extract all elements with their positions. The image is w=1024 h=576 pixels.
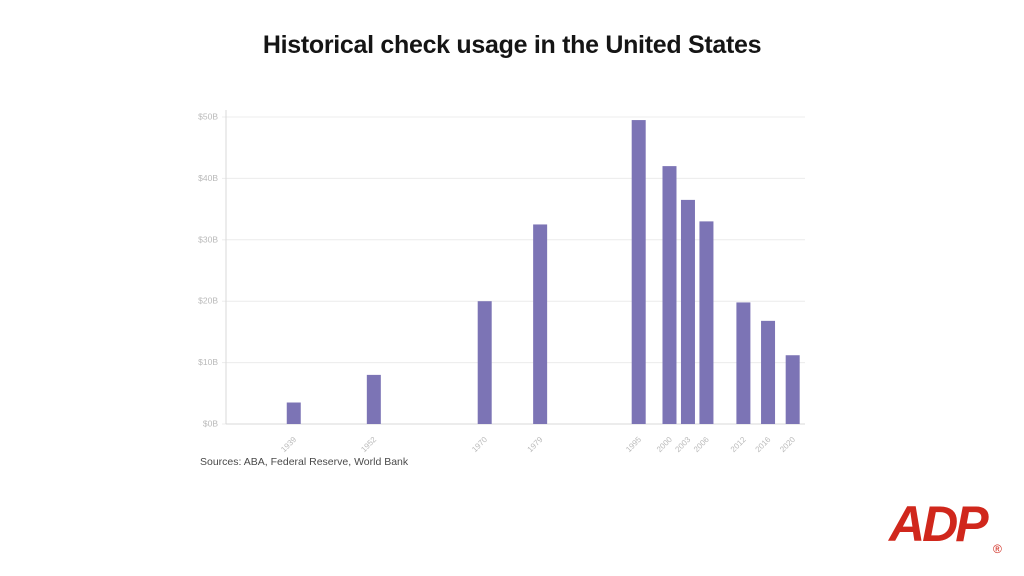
x-tick-label: 1979: [526, 435, 545, 454]
y-tick-label: $0B: [203, 419, 218, 429]
adp-logo: ADP ®: [887, 492, 1010, 558]
bar-2006: [699, 221, 714, 424]
x-tick-label: 2012: [729, 435, 748, 454]
y-tick-label: $50B: [198, 112, 218, 122]
chart-title: Historical check usage in the United Sta…: [262, 31, 762, 59]
x-tick-label: 1939: [279, 435, 298, 454]
bar-2000: [662, 166, 677, 424]
y-tick-label: $20B: [198, 296, 218, 306]
x-tick-label: 1970: [470, 435, 489, 454]
y-tick-label: $10B: [198, 357, 218, 367]
bar-2003: [680, 199, 695, 424]
adp-logo-text: ADP: [888, 496, 989, 552]
bar-1979: [533, 224, 548, 424]
x-tick-label: 2003: [673, 435, 692, 454]
x-tick-label: 2020: [778, 435, 797, 454]
bar-1995: [631, 120, 646, 424]
adp-logo-graphic: ADP ®: [887, 496, 1002, 556]
bar-1952: [366, 374, 381, 424]
x-tick-label: 2006: [692, 435, 711, 454]
y-tick-label: $30B: [198, 234, 218, 244]
x-tick-label: 2016: [754, 435, 773, 454]
bar-1939: [286, 402, 301, 424]
registered-trademark-icon: ®: [993, 542, 1002, 556]
x-tick-label: 1952: [359, 435, 378, 454]
x-tick-label: 2000: [655, 435, 674, 454]
x-tick-label: 1995: [624, 435, 643, 454]
sources-note: Sources: ABA, Federal Reserve, World Ban…: [200, 456, 409, 468]
bar-2012: [736, 302, 751, 424]
y-tick-label: $40B: [198, 173, 218, 183]
bar-1970: [477, 301, 492, 424]
bar-2020: [785, 355, 800, 424]
bar-2016: [761, 320, 776, 424]
